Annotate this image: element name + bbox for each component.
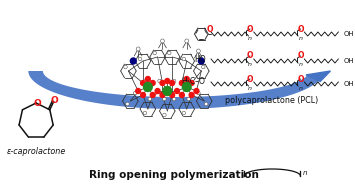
- Circle shape: [138, 57, 142, 61]
- Text: O: O: [247, 51, 253, 60]
- Circle shape: [194, 88, 199, 94]
- Circle shape: [180, 92, 184, 98]
- Text: H₃C–O: H₃C–O: [181, 77, 205, 87]
- Circle shape: [124, 65, 127, 69]
- Circle shape: [160, 92, 165, 98]
- Circle shape: [173, 97, 176, 101]
- Circle shape: [187, 79, 190, 83]
- Circle shape: [141, 92, 146, 98]
- Circle shape: [189, 92, 194, 98]
- Text: O: O: [33, 98, 41, 108]
- Text: HO: HO: [195, 54, 206, 64]
- Text: Ring opening polymerization: Ring opening polymerization: [89, 170, 259, 180]
- Text: ε-caprolactone: ε-caprolactone: [6, 147, 66, 156]
- Circle shape: [198, 58, 204, 64]
- Text: n: n: [299, 36, 302, 40]
- Text: OH: OH: [343, 81, 354, 87]
- Circle shape: [146, 77, 150, 81]
- Circle shape: [185, 39, 189, 43]
- Text: O: O: [297, 74, 304, 84]
- Circle shape: [143, 111, 147, 115]
- Text: OH: OH: [343, 31, 354, 37]
- Circle shape: [133, 91, 137, 95]
- Text: O: O: [247, 25, 253, 33]
- Circle shape: [155, 88, 160, 94]
- Text: O: O: [51, 96, 59, 105]
- Circle shape: [158, 79, 161, 83]
- Circle shape: [184, 77, 189, 81]
- Circle shape: [160, 81, 165, 85]
- Circle shape: [126, 102, 129, 106]
- Circle shape: [182, 57, 186, 61]
- Text: n: n: [299, 63, 302, 67]
- Circle shape: [160, 39, 164, 43]
- Circle shape: [170, 81, 175, 85]
- Circle shape: [170, 92, 175, 98]
- Text: n: n: [302, 170, 307, 176]
- Circle shape: [175, 88, 180, 94]
- Circle shape: [197, 91, 200, 95]
- Text: O: O: [247, 74, 253, 84]
- Circle shape: [143, 83, 152, 91]
- Circle shape: [168, 51, 171, 55]
- Circle shape: [165, 78, 170, 84]
- Circle shape: [136, 88, 141, 94]
- Text: O: O: [207, 26, 213, 35]
- Circle shape: [196, 49, 200, 53]
- Text: polycaprolactone (PCL): polycaprolactone (PCL): [225, 96, 318, 105]
- Circle shape: [189, 81, 194, 85]
- Circle shape: [180, 81, 184, 85]
- Circle shape: [202, 65, 205, 69]
- Text: n: n: [248, 36, 252, 40]
- Circle shape: [141, 81, 146, 85]
- Polygon shape: [28, 71, 323, 109]
- Circle shape: [136, 47, 140, 51]
- Text: n: n: [299, 85, 302, 91]
- Circle shape: [143, 79, 147, 83]
- Circle shape: [204, 102, 208, 106]
- Text: n: n: [248, 63, 252, 67]
- Circle shape: [187, 97, 190, 101]
- Circle shape: [130, 58, 136, 64]
- Circle shape: [150, 81, 155, 85]
- Circle shape: [148, 97, 152, 101]
- Polygon shape: [306, 71, 331, 81]
- Circle shape: [173, 79, 176, 83]
- Text: n: n: [248, 85, 252, 91]
- Circle shape: [182, 111, 186, 115]
- Circle shape: [150, 92, 155, 98]
- Circle shape: [163, 87, 172, 95]
- Circle shape: [182, 83, 191, 91]
- Circle shape: [163, 113, 166, 117]
- Circle shape: [163, 97, 166, 101]
- Circle shape: [153, 51, 157, 55]
- Text: O: O: [297, 25, 304, 33]
- Text: OH: OH: [343, 58, 354, 64]
- Text: O: O: [297, 51, 304, 60]
